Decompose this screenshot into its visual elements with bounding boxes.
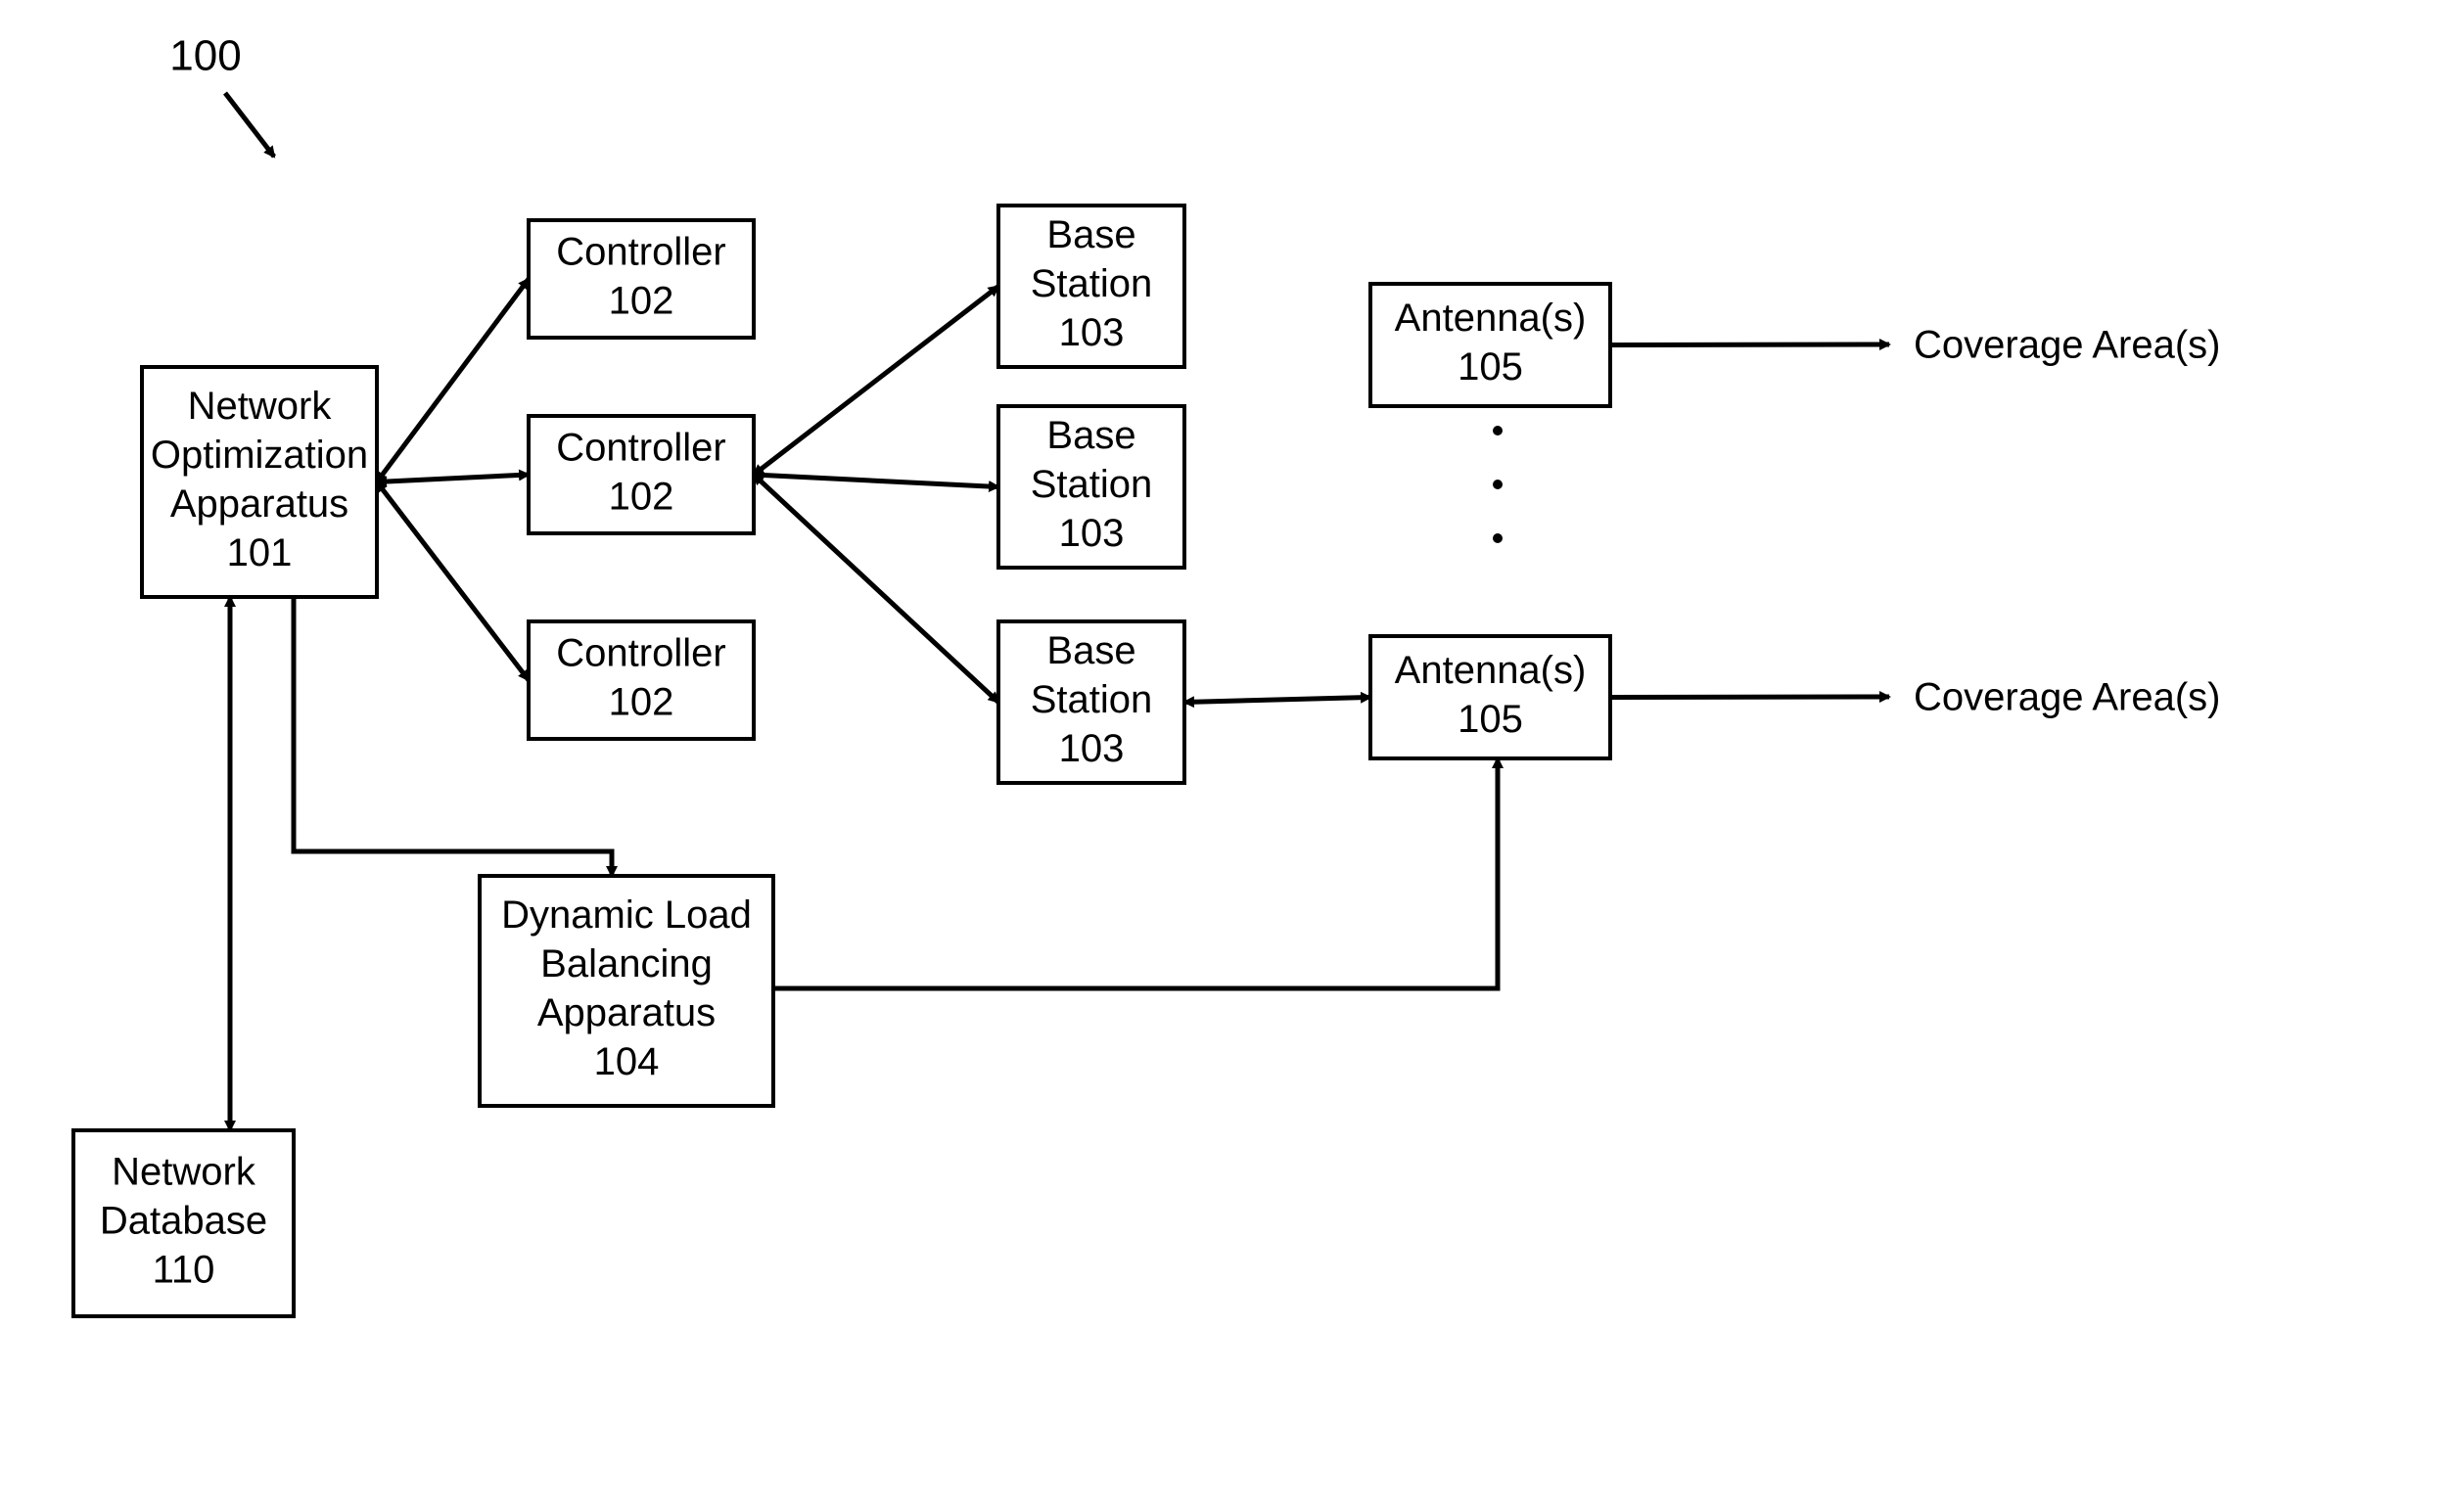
node-net_db-line-0: Network: [112, 1151, 256, 1194]
node-dlb-line-0: Dynamic Load: [501, 893, 752, 937]
node-ctrl1: Controller 102: [529, 220, 754, 338]
edge-2: [377, 482, 529, 681]
edge-6: [1184, 698, 1370, 703]
edge-1: [377, 475, 529, 482]
node-bs2: Base Station 103: [998, 406, 1184, 568]
node-net_opt-line-3: 101: [227, 531, 293, 574]
node-net_opt: Network Optimization Apparatus 101: [142, 367, 377, 597]
node-bs2-line-2: 103: [1059, 512, 1125, 555]
figure-ref-label: 100: [169, 32, 241, 80]
node-bs3-line-0: Base: [1046, 629, 1135, 672]
node-dlb-line-3: 104: [594, 1040, 660, 1083]
node-ctrl3-line-0: Controller: [556, 632, 725, 675]
node-net_opt-line-1: Optimization: [151, 434, 368, 477]
edge-7: [1610, 344, 1889, 345]
coverage-label-bottom: Coverage Area(s): [1914, 676, 2220, 719]
ellipsis-dot-0: [1493, 426, 1503, 435]
node-bs3-line-2: 103: [1059, 727, 1125, 770]
node-dlb-line-2: Apparatus: [537, 991, 716, 1034]
network-block-diagram: Network Optimization Apparatus 101 Network Da…: [0, 0, 2454, 1512]
node-ant2: Antenna(s) 105: [1370, 636, 1610, 758]
figure-ref-arrow: [225, 93, 274, 157]
ellipsis-dot-2: [1493, 533, 1503, 543]
node-bs2-line-0: Base: [1046, 414, 1135, 457]
node-bs2-line-1: Station: [1031, 463, 1153, 506]
node-ctrl3: Controller 102: [529, 621, 754, 739]
node-ant2-line-0: Antenna(s): [1395, 649, 1587, 692]
edge-8: [1610, 697, 1889, 698]
node-net_db-line-2: 110: [153, 1249, 215, 1292]
node-ctrl1-line-1: 102: [609, 280, 674, 323]
node-bs1-line-1: Station: [1031, 262, 1153, 305]
node-ant1-line-0: Antenna(s): [1395, 297, 1587, 340]
ellipsis-dot-1: [1493, 480, 1503, 489]
node-net_db-line-1: Database: [100, 1200, 267, 1243]
edge-0: [377, 279, 529, 482]
node-net_opt-line-2: Apparatus: [170, 482, 348, 526]
edge-3: [754, 287, 998, 476]
node-bs3: Base Station 103: [998, 621, 1184, 783]
node-net_db: Network Database 110: [73, 1130, 294, 1316]
node-bs1: Base Station 103: [998, 206, 1184, 367]
node-ant1: Antenna(s) 105: [1370, 284, 1610, 406]
node-ant1-line-1: 105: [1458, 345, 1523, 389]
node-bs3-line-1: Station: [1031, 678, 1153, 721]
node-bs1-line-2: 103: [1059, 311, 1125, 354]
node-dlb: Dynamic Load Balancing Apparatus 104: [480, 876, 773, 1106]
node-dlb-line-1: Balancing: [540, 942, 713, 985]
elbow-edge-2: [773, 758, 1498, 988]
node-ctrl1-line-0: Controller: [556, 231, 725, 274]
node-bs1-line-0: Base: [1046, 213, 1135, 256]
node-ctrl2-line-0: Controller: [556, 427, 725, 470]
node-ctrl2: Controller 102: [529, 416, 754, 533]
node-ctrl3-line-1: 102: [609, 681, 674, 724]
coverage-label-top: Coverage Area(s): [1914, 324, 2220, 367]
edge-4: [754, 475, 998, 487]
node-ctrl2-line-1: 102: [609, 476, 674, 519]
node-net_opt-line-0: Network: [188, 385, 333, 428]
edge-5: [754, 475, 998, 703]
node-ant2-line-1: 105: [1458, 698, 1523, 741]
